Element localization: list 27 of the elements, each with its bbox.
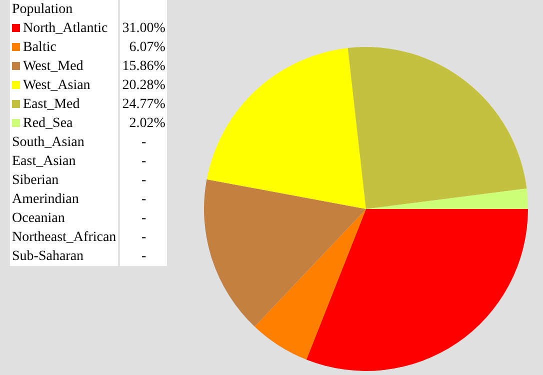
legend-label: Red_Sea: [10, 114, 118, 133]
category-label: Amerindian: [12, 192, 79, 207]
text: -: [141, 211, 146, 226]
data-label: 6.07%: [120, 38, 168, 57]
legend-label: East_Med: [10, 95, 118, 114]
category-label: Northeast_African: [12, 230, 116, 245]
text: -: [141, 154, 146, 169]
category-label: Sub-Saharan: [12, 249, 84, 264]
text: -: [141, 135, 146, 150]
text: -: [141, 173, 146, 188]
legend-label: Baltic: [10, 38, 118, 57]
legend-label: West_Med: [10, 57, 118, 76]
data-label: 2.02%: [120, 114, 168, 133]
text: -: [141, 192, 146, 207]
category-label: East_Asian: [12, 154, 76, 169]
category-label: Oceanian: [12, 211, 65, 226]
data-label: 20.28%: [120, 76, 168, 95]
legend-label: North_Atlantic: [10, 19, 118, 38]
legend-label: West_Asian: [10, 76, 118, 95]
data-label: 15.86%: [120, 57, 168, 76]
text: -: [141, 230, 146, 245]
category-label: South_Asian: [12, 135, 84, 150]
data-label: 24.77%: [120, 95, 168, 114]
category-label: Siberian: [12, 173, 59, 188]
text: -: [141, 249, 146, 264]
data-label: 31.00%: [120, 19, 168, 38]
chart-title: Population: [10, 0, 118, 19]
